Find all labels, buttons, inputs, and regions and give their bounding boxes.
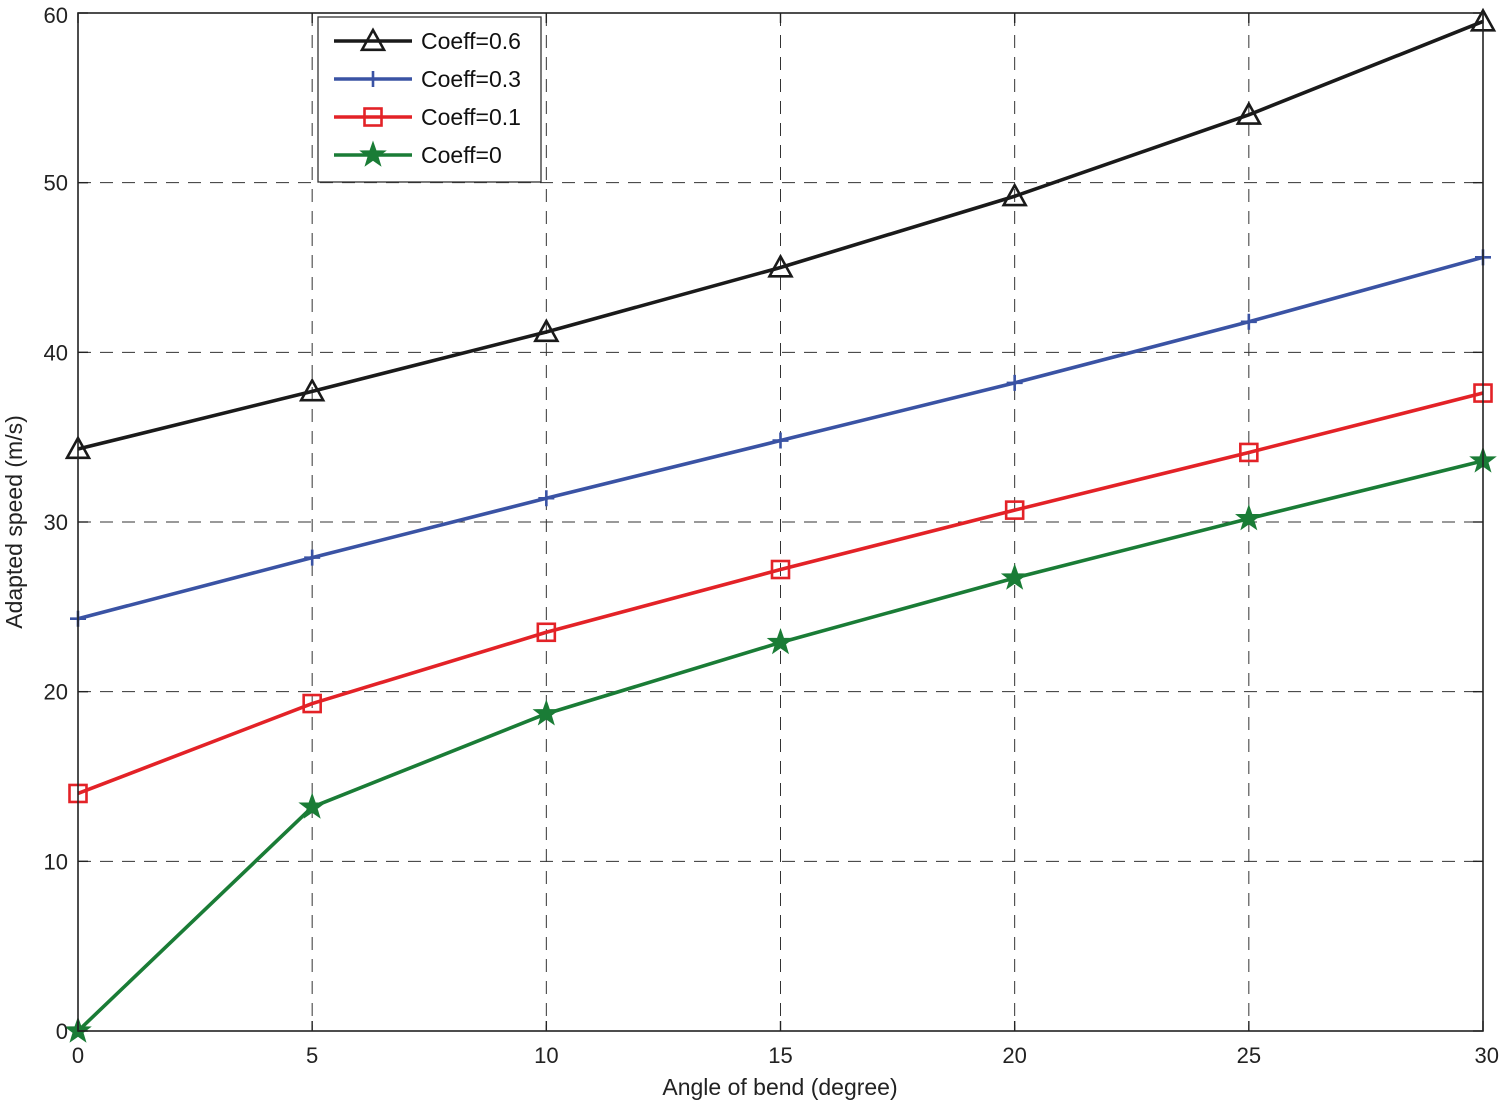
y-tick-label: 30 xyxy=(44,510,68,535)
legend-marker xyxy=(365,71,381,87)
data-point xyxy=(767,253,794,278)
legend-item: Coeff=0 xyxy=(334,140,502,168)
series-line xyxy=(77,391,1484,796)
y-tick-label: 60 xyxy=(44,3,68,28)
data-point xyxy=(1235,504,1263,531)
data-point xyxy=(1004,500,1025,520)
data-point xyxy=(532,699,561,726)
data-point xyxy=(536,622,557,643)
legend-marker xyxy=(359,140,387,167)
data-point xyxy=(1239,442,1259,463)
y-tick-label: 0 xyxy=(56,1019,68,1044)
legend-item: Coeff=0.1 xyxy=(334,104,521,130)
data-point xyxy=(1001,182,1028,207)
series-line xyxy=(77,19,1484,451)
data-point xyxy=(302,693,322,714)
data-point xyxy=(1235,101,1263,125)
legend-label: Coeff=0.1 xyxy=(421,104,521,130)
data-point xyxy=(772,432,789,449)
x-tick-label: 30 xyxy=(1475,1043,1499,1068)
data-point xyxy=(298,792,326,819)
legend: Coeff=0.6 Coeff=0.3 Coeff=0.1 Coeff=0 xyxy=(317,16,542,183)
x-tick-label: 20 xyxy=(1002,1043,1026,1068)
legend-label: Coeff=0.3 xyxy=(421,66,521,92)
y-tick-label: 40 xyxy=(44,340,68,365)
data-point xyxy=(533,318,560,343)
legend-label: Coeff=0.6 xyxy=(421,28,521,54)
grid-lines xyxy=(78,13,1483,1031)
y-axis-title: Adapted speed (m/s) xyxy=(1,415,27,629)
x-tick-label: 10 xyxy=(534,1043,558,1068)
data-point xyxy=(298,377,326,402)
series-Coeff=0.6 xyxy=(64,7,1497,460)
x-tick-label: 0 xyxy=(72,1043,84,1068)
data-point xyxy=(538,490,555,507)
data-point xyxy=(770,559,791,580)
data-point xyxy=(1240,313,1257,330)
legend-item: Coeff=0.3 xyxy=(334,66,521,92)
legend-item: Coeff=0.6 xyxy=(334,27,521,54)
data-point xyxy=(766,627,795,655)
x-tick-label: 25 xyxy=(1237,1043,1261,1068)
x-tick-label: 15 xyxy=(768,1043,792,1068)
x-tick-label: 5 xyxy=(306,1043,318,1068)
legend-label: Coeff=0 xyxy=(421,142,502,168)
x-axis-title: Angle of bend (degree) xyxy=(662,1074,897,1100)
data-point xyxy=(1000,563,1029,590)
data-point xyxy=(1006,374,1023,391)
y-tick-label: 20 xyxy=(44,680,68,705)
legend-marker xyxy=(363,107,383,127)
data-point xyxy=(304,549,321,566)
y-tick-label: 10 xyxy=(44,849,68,874)
y-tick-label: 50 xyxy=(44,171,68,196)
axis-ticks: 0 5 10 15 20 25 30 0 10 20 30 40 50 60 xyxy=(44,3,1499,1068)
legend-marker xyxy=(359,27,387,52)
